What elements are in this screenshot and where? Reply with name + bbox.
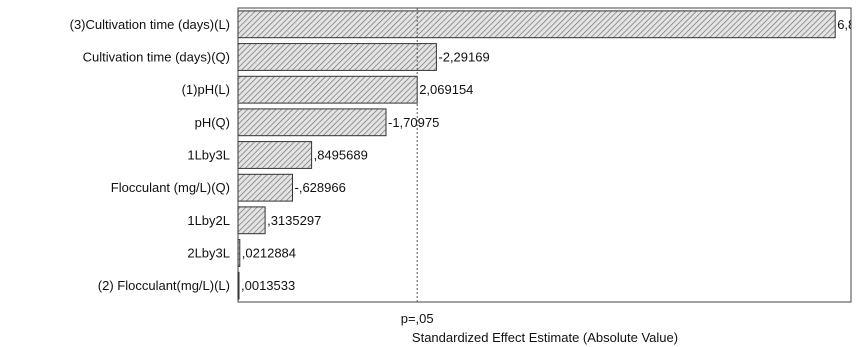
category-label: (2) Flocculant(mg/L)(L) — [98, 278, 230, 293]
threshold-label: p=,05 — [401, 311, 434, 326]
category-label: Cultivation time (days)(Q) — [83, 50, 230, 65]
value-label: 2,069154 — [419, 82, 473, 97]
category-label: 1Lby3L — [187, 148, 230, 163]
value-label: ,3135297 — [267, 213, 321, 228]
value-label: 6,89729 — [837, 17, 858, 32]
value-label: ,8495689 — [314, 148, 368, 163]
bar — [237, 10, 836, 39]
bar — [237, 75, 418, 104]
category-label: Flocculant (mg/L)(Q) — [111, 180, 230, 195]
bar — [237, 108, 387, 137]
bar — [237, 206, 266, 235]
category-label: pH(Q) — [195, 115, 230, 130]
value-label: -1,70975 — [388, 115, 439, 130]
bar — [237, 43, 437, 71]
category-label: (1)pH(L) — [182, 82, 230, 97]
bars-layer: (3)Cultivation time (days)(L) 6,89729 Cult… — [70, 10, 858, 300]
bar — [237, 271, 240, 300]
x-axis-title: Standardized Effect Estimate (Absolute V… — [412, 330, 678, 345]
category-label: 2Lby3L — [187, 246, 230, 261]
bar — [237, 239, 241, 267]
value-label: ,0212884 — [242, 246, 296, 261]
value-label: ,0013533 — [241, 278, 295, 293]
value-label: -2,29169 — [438, 50, 489, 65]
bar — [237, 141, 313, 169]
category-label: 1Lby2L — [187, 213, 230, 228]
category-label: (3)Cultivation time (days)(L) — [70, 17, 230, 32]
value-label: -,628966 — [295, 180, 346, 195]
bar — [237, 173, 293, 202]
